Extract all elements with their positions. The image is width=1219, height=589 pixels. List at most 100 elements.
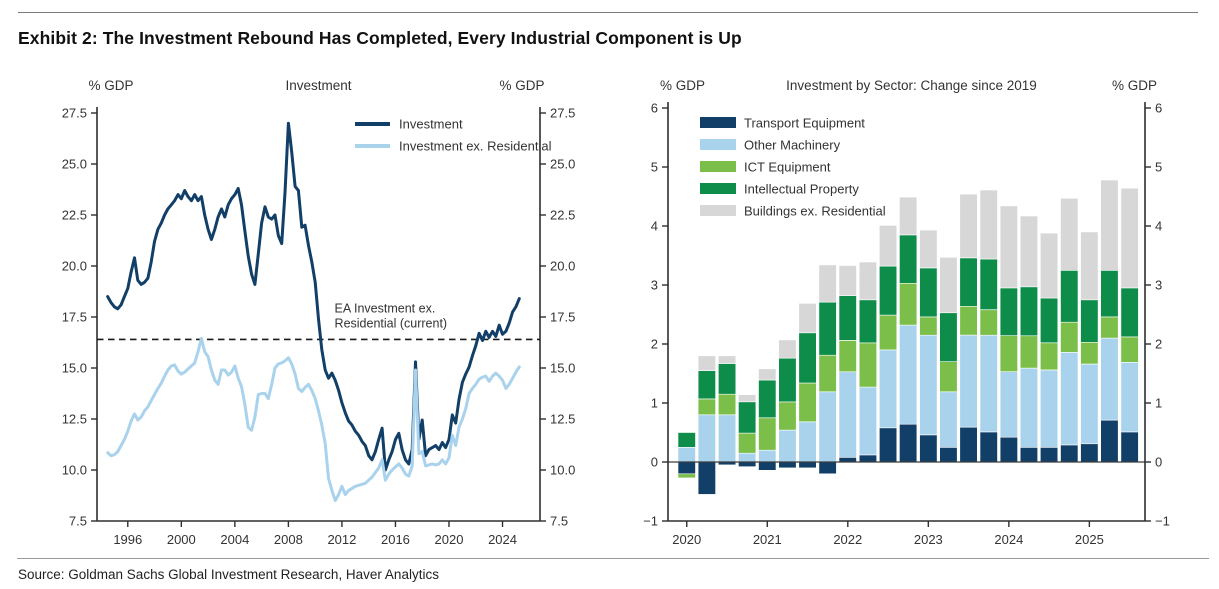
x-tick-label: 2023 [914,532,943,547]
bar-segment [999,287,1018,336]
x-tick-label: 2008 [274,532,303,547]
bar-segment [1100,337,1119,421]
y-tick-label-right: 15.0 [550,361,575,376]
y-tick-label-left: 15.0 [62,361,87,376]
bar-segment [1100,419,1119,463]
bar-segment [1120,187,1139,289]
bar-segment [1039,297,1059,344]
bar-2022Q3 [879,225,898,463]
bar-segment [1039,232,1059,299]
bar-segment [1060,321,1079,353]
bar-segment [899,282,918,326]
legend-label: Transport Equipment [744,116,865,131]
bar-chart-plot: % GDP Investment by Sector: Change since … [643,78,1170,547]
bar-2025Q2 [1100,179,1119,463]
bar-segment [1019,215,1039,288]
bar-segment [1120,336,1139,363]
y-axis-label-left: % GDP [88,78,133,93]
y-tick-label-right: 2 [1155,337,1162,352]
bar-segment [718,355,737,364]
y-tick-label-right: 27.5 [550,106,575,121]
y-tick-label-left: 4 [651,219,658,234]
bar-2023Q3 [959,193,978,463]
y-tick-label-left: 22.5 [62,208,87,223]
bar-segment [798,421,817,463]
bar-segment [1039,342,1059,371]
bar-segment [959,193,978,259]
bar-segment [1060,351,1079,446]
bar-2022Q1 [838,265,857,463]
bar-segment [1060,444,1079,463]
y-tick-label-left: 10.0 [62,463,87,478]
bar-segment [758,417,777,451]
y-tick-label-left: 1 [651,396,658,411]
bar-segment [1100,179,1119,271]
bar-segment [959,334,978,428]
reference-line-annotation: EA Investment ex. [335,301,436,315]
series-line-0 [106,121,521,472]
bar-2025Q1 [1080,231,1099,463]
bar-2020Q2 [697,355,716,495]
bar-2024Q3 [1039,232,1059,463]
bar-segment [718,414,737,463]
bar-segment [1039,369,1059,448]
bar-segment [1120,287,1139,338]
bar-segment [677,473,696,479]
y-tick-label-left: 2 [651,337,658,352]
bar-segment [677,432,696,448]
x-tick-label: 2016 [381,532,410,547]
bar-segment [738,394,757,403]
x-tick-label: 2024 [994,532,1023,547]
y-tick-label-left: 27.5 [62,106,87,121]
bar-segment [919,316,938,336]
y-tick-label-right: 6 [1155,101,1162,116]
bar-segment [1080,363,1099,445]
legend-swatch [700,117,736,128]
bar-segment [1019,446,1039,463]
bar-segment [1080,443,1099,463]
y-tick-label-right: 12.5 [550,412,575,427]
bar-segment [858,342,877,388]
y-tick-label-left: 0 [651,455,658,470]
y-tick-label-left: 3 [651,278,658,293]
x-tick-label: 2020 [435,532,464,547]
y-tick-label-right: 10.0 [550,463,575,478]
bar-segment [798,461,817,469]
bar-segment [778,429,797,463]
bar-segment [879,349,898,429]
bar-segment [758,368,777,381]
top-divider [18,12,1198,13]
y-tick-label-left: 7.5 [69,514,87,529]
reference-line-annotation: Residential (current) [335,316,448,330]
bar-2023Q4 [979,189,998,463]
bar-segment [818,391,837,463]
bar-segment [1039,446,1059,463]
bar-2020Q4 [738,394,757,467]
series-line-1 [106,336,521,503]
bar-segment [697,370,716,400]
bar-segment [1019,367,1039,448]
bar-2021Q1 [758,368,777,471]
bar-segment [818,354,837,393]
bar-segment [818,301,837,356]
bar-segment [979,309,998,336]
bar-segment [959,305,978,336]
bar-segment [697,461,716,495]
bar-segment [858,299,877,344]
y-tick-label-right: 7.5 [550,514,568,529]
source-note: Source: Goldman Sachs Global Investment … [18,567,439,582]
bar-segment [838,371,857,458]
legend-swatch [700,139,736,150]
y-tick-label-right: 25.0 [550,157,575,172]
bar-segment [758,461,777,471]
bar-segment [999,335,1018,373]
legend-label: Investment ex. Residential [399,139,552,154]
bar-segment [1120,361,1139,433]
bar-segment [879,225,898,267]
y-tick-label-left: −1 [643,514,658,529]
bar-segment [959,257,978,307]
bar-segment [1080,299,1099,343]
bar-segment [697,355,716,371]
y-tick-label-right: 3 [1155,278,1162,293]
bar-segment [838,340,857,373]
